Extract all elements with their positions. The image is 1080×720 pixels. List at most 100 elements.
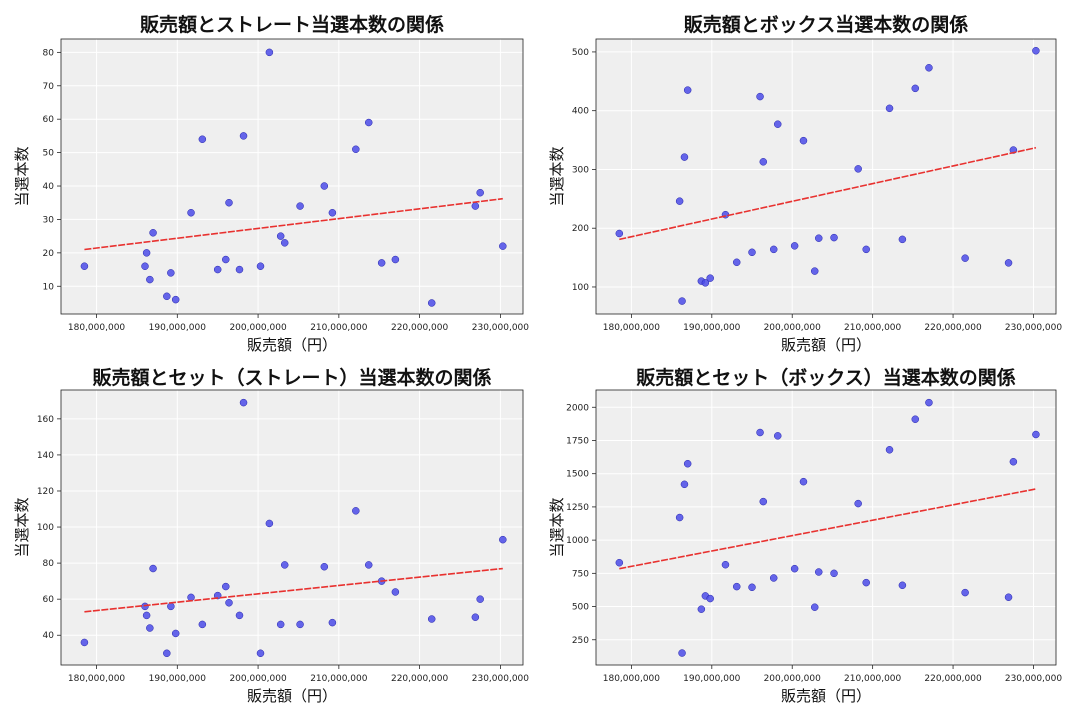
y-tick-label: 1000 bbox=[566, 536, 589, 546]
x-tick-label: 190,000,000 bbox=[683, 674, 741, 684]
data-point bbox=[222, 582, 230, 591]
data-point bbox=[276, 620, 285, 629]
data-point bbox=[1004, 593, 1013, 601]
trend-line bbox=[84, 197, 503, 251]
data-point bbox=[476, 188, 484, 197]
data-point bbox=[615, 229, 624, 238]
data-point bbox=[678, 649, 686, 657]
data-point bbox=[213, 591, 222, 600]
data-point bbox=[756, 92, 764, 101]
x-tick-label: 180,000,000 bbox=[68, 323, 126, 333]
data-point bbox=[678, 297, 686, 305]
data-point bbox=[799, 477, 808, 486]
y-tick-label: 1500 bbox=[566, 470, 589, 480]
data-point bbox=[898, 235, 907, 244]
data-point bbox=[854, 499, 862, 508]
chart-panel-box: 180,000,000 190,000,000 200,000,000 210,000… bbox=[548, 13, 1062, 354]
x-tick-label: 180,000,000 bbox=[68, 674, 126, 684]
y-tick-label: 100 bbox=[572, 283, 589, 293]
data-point bbox=[1004, 259, 1013, 267]
data-point bbox=[756, 428, 764, 437]
data-point bbox=[810, 603, 819, 611]
data-point bbox=[391, 588, 400, 596]
y-tick-label: 60 bbox=[43, 595, 55, 605]
x-tick-label: 180,000,000 bbox=[603, 674, 661, 684]
x-tick-label: 200,000,000 bbox=[229, 674, 287, 684]
x-tick-label: 220,000,000 bbox=[924, 674, 982, 684]
chart-title: 販売額とセット（ストレート）当選本数の関係 bbox=[92, 366, 491, 389]
data-point bbox=[471, 613, 480, 621]
data-point bbox=[427, 299, 436, 307]
data-point bbox=[80, 262, 89, 270]
y-tick-label: 400 bbox=[572, 107, 589, 117]
x-tick-label: 180,000,000 bbox=[603, 323, 661, 333]
y-tick-label: 50 bbox=[43, 149, 55, 159]
data-point bbox=[815, 568, 823, 576]
data-point bbox=[911, 415, 920, 423]
data-point bbox=[683, 86, 692, 94]
data-point bbox=[885, 446, 894, 454]
data-point bbox=[296, 620, 304, 629]
data-point bbox=[198, 620, 207, 629]
data-point bbox=[352, 507, 360, 515]
y-axis-label: 当選本数 bbox=[13, 146, 31, 206]
data-point bbox=[790, 242, 799, 250]
data-point bbox=[773, 120, 782, 128]
x-tick-label: 210,000,000 bbox=[844, 323, 902, 333]
data-point bbox=[213, 265, 222, 274]
y-tick-label: 40 bbox=[43, 631, 55, 641]
data-point bbox=[142, 611, 151, 620]
data-point bbox=[471, 202, 480, 210]
y-tick-label: 60 bbox=[43, 115, 55, 125]
data-point bbox=[759, 497, 768, 506]
data-point bbox=[885, 104, 894, 113]
x-tick-label: 210,000,000 bbox=[844, 674, 902, 684]
data-point bbox=[377, 259, 386, 267]
data-point bbox=[256, 649, 265, 658]
data-point bbox=[773, 432, 782, 440]
data-point bbox=[427, 615, 436, 623]
x-tick-label: 190,000,000 bbox=[149, 323, 207, 333]
data-point bbox=[706, 594, 714, 603]
x-tick-label: 200,000,000 bbox=[764, 674, 822, 684]
data-point bbox=[167, 602, 175, 611]
y-tick-label: 500 bbox=[572, 48, 589, 58]
x-tick-label: 230,000,000 bbox=[472, 323, 530, 333]
trend-line bbox=[619, 488, 1037, 570]
data-point bbox=[911, 84, 920, 93]
data-point bbox=[149, 564, 157, 573]
data-point bbox=[830, 233, 838, 242]
y-tick-label: 80 bbox=[43, 48, 55, 58]
x-axis-label: 販売額（円） bbox=[781, 336, 871, 354]
data-point bbox=[1032, 430, 1040, 439]
data-point bbox=[171, 629, 180, 638]
data-point bbox=[163, 292, 171, 301]
data-point bbox=[391, 255, 400, 264]
data-point bbox=[146, 624, 154, 632]
chart-title: 販売額とセット（ボックス）当選本数の関係 bbox=[636, 366, 1015, 389]
data-point bbox=[683, 459, 692, 468]
data-point bbox=[276, 232, 285, 240]
y-tick-label: 30 bbox=[43, 215, 55, 225]
data-point bbox=[732, 582, 741, 591]
y-tick-label: 750 bbox=[572, 569, 589, 579]
data-point bbox=[163, 649, 171, 658]
y-tick-label: 120 bbox=[37, 487, 54, 497]
data-point bbox=[830, 569, 838, 578]
x-axis-label: 販売額（円） bbox=[247, 687, 337, 705]
data-point bbox=[149, 229, 157, 237]
y-tick-label: 100 bbox=[37, 523, 54, 533]
data-point bbox=[815, 234, 823, 242]
y-tick-label: 1250 bbox=[566, 503, 589, 513]
data-point bbox=[961, 254, 969, 262]
data-point bbox=[141, 602, 149, 611]
data-point bbox=[799, 136, 808, 145]
data-point bbox=[769, 574, 778, 582]
data-point bbox=[810, 267, 819, 275]
data-point bbox=[732, 258, 741, 267]
chart-title: 販売額とストレート当選本数の関係 bbox=[140, 13, 444, 36]
y-tick-label: 40 bbox=[43, 182, 55, 192]
data-point bbox=[706, 274, 714, 282]
y-tick-label: 80 bbox=[43, 559, 55, 569]
